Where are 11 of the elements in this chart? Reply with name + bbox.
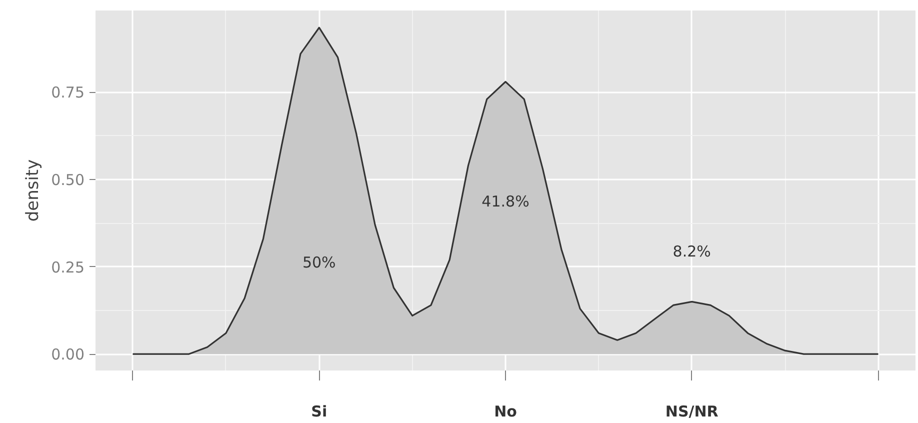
- y-tick-label: 0.00: [51, 346, 85, 364]
- y-axis-title: density: [23, 159, 44, 222]
- y-tick-label: 0.50: [51, 171, 85, 189]
- x-tick-label: No: [494, 402, 517, 420]
- annotation: 41.8%: [482, 192, 530, 210]
- annotation: 8.2%: [672, 242, 711, 261]
- y-tick-label: 0.25: [51, 258, 85, 276]
- x-tick-label: Si: [311, 402, 328, 420]
- x-tick-label: NS/NR: [665, 402, 719, 420]
- annotation: 50%: [302, 254, 336, 272]
- y-tick-label: 0.75: [51, 84, 85, 102]
